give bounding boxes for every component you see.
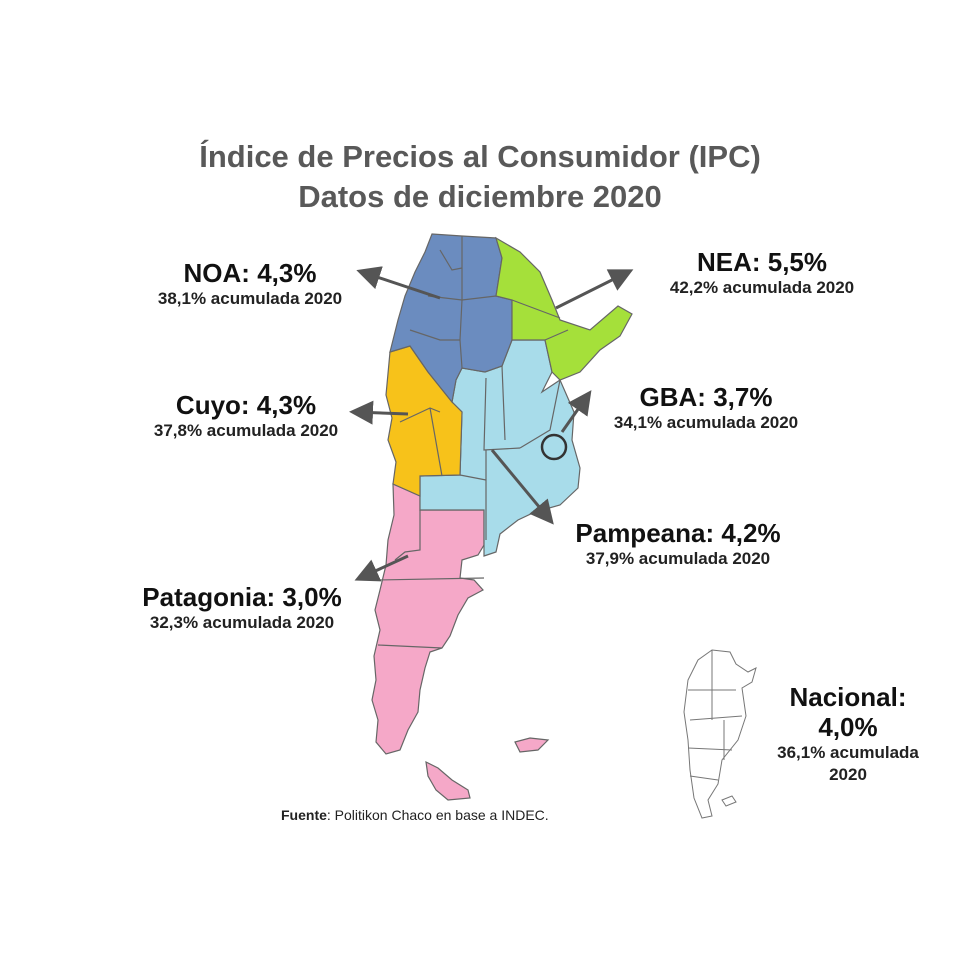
region-patagonia-shape bbox=[371, 483, 550, 801]
map-title: Índice de Precios al Consumidor (IPC) bbox=[199, 139, 761, 174]
region-noa-shape bbox=[389, 233, 513, 404]
cuyo-cumulative: 37,8% acumulada 2020 bbox=[153, 421, 339, 440]
gba-marker bbox=[540, 433, 568, 461]
source-note: Fuente: Politikon Chaco en base a INDEC. bbox=[281, 807, 549, 823]
map-subtitle: Datos de diciembre 2020 bbox=[298, 179, 662, 214]
national-mini-map bbox=[683, 649, 757, 819]
nacional-title: Nacional: bbox=[789, 682, 907, 712]
gba-rate: GBA: 3,7% bbox=[639, 382, 773, 412]
region-cuyo-label: Cuyo: 4,3% 37,8% acumulada 2020 bbox=[130, 390, 362, 442]
nea-cumulative: 42,2% acumulada 2020 bbox=[669, 278, 855, 297]
nacional-label: Nacional: 4,0% 36,1% acumulada 2020 bbox=[748, 682, 948, 786]
region-noa-label: NOA: 4,3% 38,1% acumulada 2020 bbox=[130, 258, 370, 310]
region-pampeana-label: Pampeana: 4,2% 37,9% acumulada 2020 bbox=[558, 518, 798, 570]
nacional-year: 2020 bbox=[829, 765, 867, 784]
callout-arrows bbox=[349, 266, 634, 582]
nea-rate: NEA: 5,5% bbox=[696, 247, 828, 277]
region-gba-label: GBA: 3,7% 34,1% acumulada 2020 bbox=[586, 382, 826, 434]
nacional-cumulative: 36,1% acumulada bbox=[777, 743, 919, 762]
source-label: Fuente bbox=[281, 807, 327, 823]
region-patagonia-label: Patagonia: 3,0% 32,3% acumulada 2020 bbox=[120, 582, 364, 634]
pampeana-cumulative: 37,9% acumulada 2020 bbox=[585, 549, 771, 568]
cuyo-rate: Cuyo: 4,3% bbox=[175, 390, 317, 420]
noa-cumulative: 38,1% acumulada 2020 bbox=[157, 289, 343, 308]
source-text: : Politikon Chaco en base a INDEC. bbox=[326, 807, 549, 823]
noa-rate: NOA: 4,3% bbox=[183, 258, 317, 288]
region-nea-shape bbox=[494, 236, 633, 381]
patagonia-rate: Patagonia: 3,0% bbox=[142, 582, 342, 612]
region-nea-label: NEA: 5,5% 42,2% acumulada 2020 bbox=[632, 247, 892, 299]
nacional-rate: 4,0% bbox=[818, 712, 878, 742]
pampeana-rate: Pampeana: 4,2% bbox=[575, 518, 781, 548]
gba-cumulative: 34,1% acumulada 2020 bbox=[613, 413, 799, 432]
patagonia-cumulative: 32,3% acumulada 2020 bbox=[149, 613, 335, 632]
